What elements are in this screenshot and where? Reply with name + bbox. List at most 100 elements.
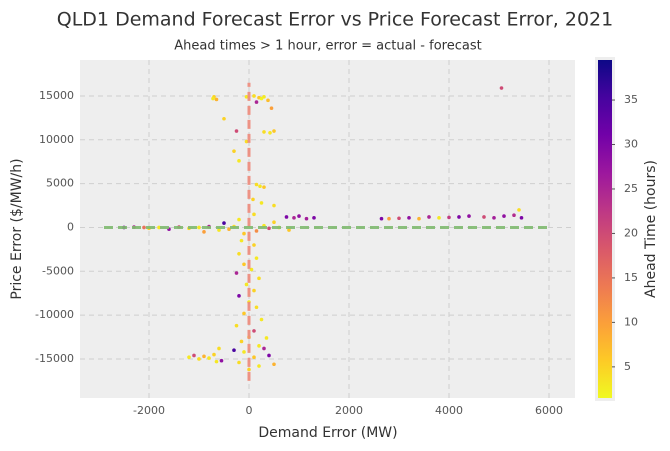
scatter-point [258,184,262,189]
scatter-point [252,329,256,333]
scatter-point [244,95,249,99]
scatter-point [257,276,261,281]
x-tick-label: 4000 [435,404,463,417]
scatter-point [297,214,301,218]
chart-title: QLD1 Demand Forecast Error vs Price Fore… [57,9,613,31]
scatter-point [397,216,401,221]
scatter-point [284,215,289,219]
y-tick-label: -15000 [35,352,74,365]
y-tick-label: -5000 [42,264,74,277]
scatter-point [207,356,211,360]
scatter-point [252,94,256,98]
scatter-point [254,229,259,233]
scatter-point [237,294,241,298]
scatter-point [242,231,246,236]
colorbar [598,60,612,398]
colorbar-tick-label: 30 [624,138,638,151]
scatter-point [217,228,221,232]
scatter-point [457,215,461,219]
scatter-point [197,225,201,230]
scatter-point [272,220,276,225]
scatter-point [212,352,216,357]
scatter-point [254,256,259,260]
x-tick-label: -2000 [133,404,165,417]
scatter-point [252,288,256,293]
scatter-point [499,86,504,90]
x-tick-label: 6000 [535,404,563,417]
scatter-point [482,215,486,219]
scatter-point [502,214,506,218]
scatter-point [262,130,266,134]
scatter-point [517,208,521,212]
scatter-point [219,358,224,363]
scatter-point [259,317,264,322]
scatter-point [257,364,261,368]
scatter-point [262,185,266,189]
scatter-point [244,282,249,287]
scatter-point [262,346,266,351]
colorbar-tick-label: 10 [624,315,638,328]
x-axis-label: Demand Error (MW) [258,425,397,441]
y-tick-label: 10000 [39,133,74,146]
scatter-point [214,359,219,364]
scatter-point [259,201,264,205]
scatter-point [234,271,239,275]
scatter-point [287,228,291,232]
scatter-point [239,339,244,344]
scatter-point [259,96,264,101]
scatter-point [254,100,259,104]
scatter-point [239,238,244,243]
scatter-point [407,216,411,220]
colorbar-label: Ahead Time (hours) [643,160,659,298]
scatter-point [234,323,239,328]
scatter-point [519,216,524,220]
scatter-point [249,267,254,272]
scatter-point [467,214,471,218]
scatter-point [214,97,219,102]
scatter-point [312,216,316,220]
scatter-point [234,129,239,133]
scatter-point [272,203,276,208]
scatter-point [211,96,215,101]
scatter-point [272,129,276,133]
scatter-point [187,355,191,360]
scatter-point [244,139,249,144]
y-tick-label: 5000 [46,177,74,190]
scatter-point [254,182,259,187]
scatter-point [304,216,309,221]
scatter-point [252,355,256,360]
scatter-point [217,346,221,351]
scatter-point [202,230,206,234]
scatter-point [272,362,276,367]
chart-subtitle: Ahead times > 1 hour, error = actual - f… [174,39,481,54]
scatter-point [379,216,384,221]
scatter-point [237,217,241,222]
scatter-point [157,225,161,230]
scatter-point [252,212,256,217]
scatter-point [269,106,274,111]
scatter-point [237,159,241,163]
scatter-point [202,354,206,359]
scatter-point [237,251,241,256]
colorbar-tick-label: 5 [624,360,631,373]
scatter-point [197,357,201,361]
scatter-point [262,95,266,99]
scatter-point [387,216,391,221]
scatter-point [242,262,246,267]
scatter-point [267,353,271,358]
scatter-point [251,197,255,202]
plot-area [80,60,575,398]
scatter-point [427,215,431,219]
scatter-point [237,360,241,365]
scatter-point [512,213,516,217]
scatter-point [252,243,256,247]
scatter-point [264,336,269,340]
scatter-point [266,98,270,103]
y-tick-label: 15000 [39,89,74,102]
scatter-point [257,344,261,348]
y-axis-label: Price Error ($/MW/h) [9,158,25,299]
scatter-point [222,221,226,225]
scatter-point [437,216,441,220]
scatter-point [447,215,451,220]
